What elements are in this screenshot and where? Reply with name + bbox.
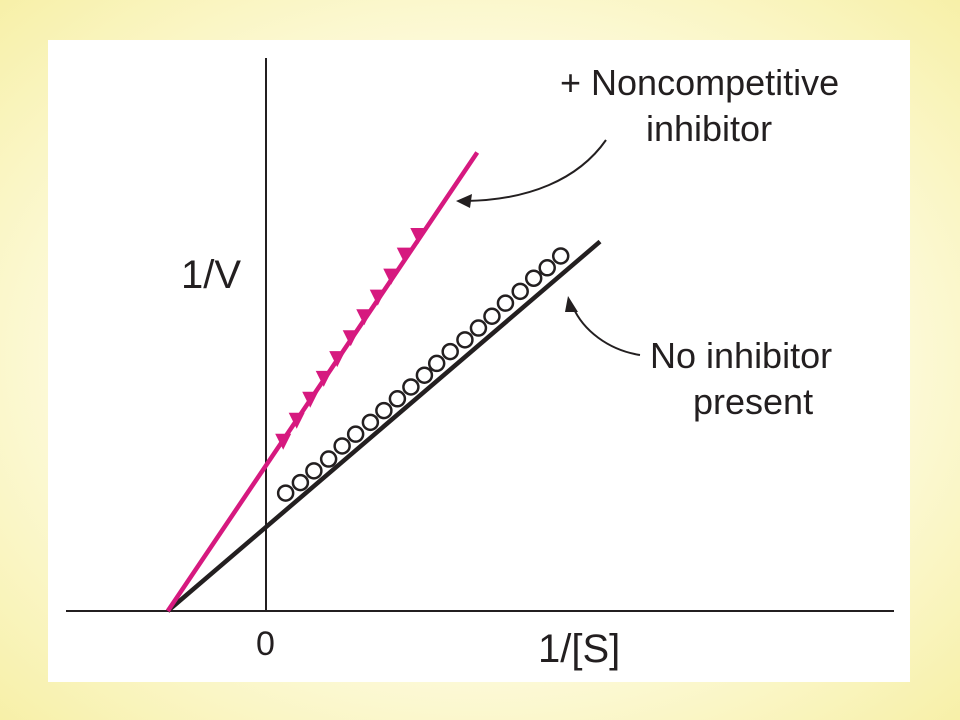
annotation-arrow-inhibitor: [465, 139, 607, 202]
data-point-inhibitor-1: [288, 412, 305, 429]
data-point-no-inhibitor-17: [511, 282, 529, 301]
annotation-no-inhibitor-line1: No inhibitor: [650, 335, 832, 376]
series-markers: [275, 228, 570, 502]
annotation-arrowhead-no-inhibitor: [565, 296, 578, 312]
data-point-inhibitor-7: [369, 289, 386, 306]
data-point-no-inhibitor-18: [524, 269, 543, 288]
data-point-inhibitor-9: [396, 247, 413, 264]
data-point-no-inhibitor-1: [291, 473, 310, 492]
data-point-inhibitor-3: [315, 370, 332, 387]
data-point-inhibitor-4: [329, 351, 346, 368]
data-point-no-inhibitor-9: [402, 378, 420, 396]
annotation-inhibitor-line2: inhibitor: [646, 108, 772, 149]
annotation-inhibitor-line1: + Noncompetitive: [560, 62, 839, 103]
data-point-no-inhibitor-2: [305, 462, 323, 480]
data-point-no-inhibitor-10: [415, 366, 434, 384]
data-point-inhibitor-6: [356, 309, 373, 326]
data-point-inhibitor-10: [410, 228, 427, 245]
data-point-no-inhibitor-16: [496, 294, 515, 312]
data-point-no-inhibitor-14: [469, 319, 488, 337]
data-point-no-inhibitor-4: [333, 437, 351, 455]
lineweaver-burk-plot: 1/V 1/[S] 0 + Noncompetitive inhibitor N…: [66, 58, 894, 671]
x-axis-label: 1/[S]: [538, 627, 620, 671]
data-point-no-inhibitor-8: [388, 390, 407, 408]
data-point-no-inhibitor-0: [276, 484, 295, 502]
data-point-no-inhibitor-5: [346, 425, 365, 443]
data-point-no-inhibitor-6: [361, 413, 380, 432]
annotation-arrowhead-inhibitor: [456, 194, 472, 208]
annotation-arrow-no-inhibitor: [572, 306, 641, 356]
data-point-no-inhibitor-15: [483, 307, 501, 325]
data-point-no-inhibitor-11: [427, 354, 446, 373]
series-lines: [165, 151, 602, 613]
data-point-inhibitor-5: [342, 330, 359, 347]
data-point-inhibitor-2: [302, 391, 319, 408]
chart-panel: 1/V 1/[S] 0 + Noncompetitive inhibitor N…: [48, 40, 910, 682]
x-tick-label-zero: 0: [256, 625, 275, 663]
series-line-no-inhibitor: [166, 239, 602, 613]
annotation-no-inhibitor-line2: present: [693, 381, 813, 422]
data-point-no-inhibitor-12: [441, 342, 459, 361]
data-point-no-inhibitor-19: [538, 259, 556, 277]
data-point-no-inhibitor-3: [319, 450, 338, 468]
y-axis-label: 1/V: [181, 253, 241, 297]
data-point-no-inhibitor-13: [456, 331, 474, 349]
data-point-inhibitor-0: [275, 433, 292, 450]
data-point-no-inhibitor-7: [375, 401, 393, 420]
data-point-inhibitor-8: [383, 268, 400, 285]
data-point-no-inhibitor-20: [551, 247, 570, 265]
